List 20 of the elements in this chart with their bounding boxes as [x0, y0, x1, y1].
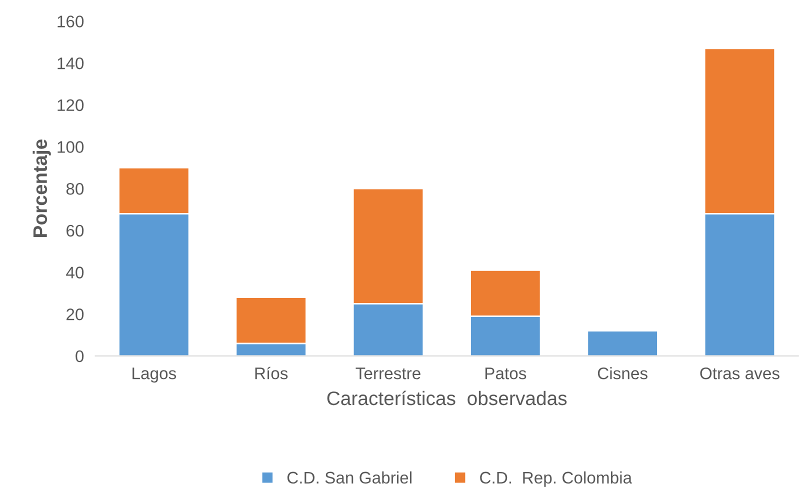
x-tick-label: Otras aves: [700, 367, 780, 380]
legend-label: C.D. Rep. Colombia: [480, 471, 632, 487]
bar: [586, 330, 658, 356]
x-tick-label: Ríos: [255, 366, 288, 380]
x-tick-label: Patos: [485, 368, 526, 380]
y-tick-label: 120: [58, 99, 84, 112]
legend-label: C.D. San Gabriel: [287, 471, 412, 484]
y-tick-label: 40: [66, 266, 84, 278]
x-tick-label: Terrestre: [356, 368, 420, 380]
y-tick-label: 140: [58, 57, 84, 70]
y-axis-title: Porcentaje: [32, 140, 51, 237]
x-tick-label: Lagos: [132, 368, 176, 383]
x-axis-title: Características observadas: [327, 390, 567, 406]
y-tick-label: 0: [76, 350, 84, 362]
y-tick-label: 60: [66, 224, 84, 237]
x-tick-label: Cisnes: [598, 367, 648, 380]
y-tick-label: 100: [58, 141, 84, 153]
y-tick-label: 80: [66, 182, 84, 195]
y-tick-label: 160: [58, 16, 84, 28]
y-tick-label: 20: [66, 308, 84, 320]
